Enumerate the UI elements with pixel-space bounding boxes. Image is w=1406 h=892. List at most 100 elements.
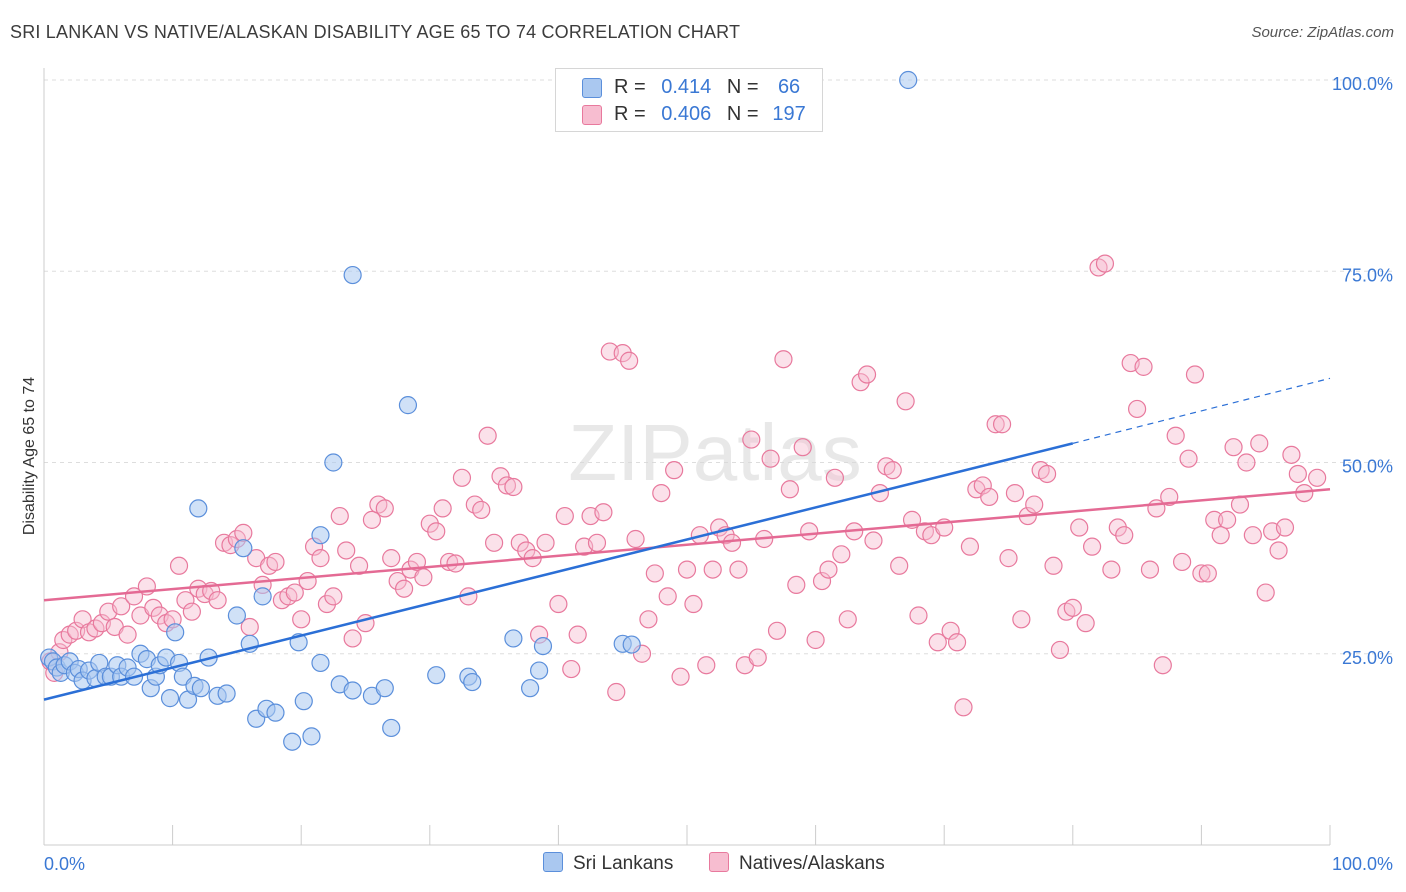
legend-n-label: N = [726,76,759,98]
data-point-natives-alaskans [1198,564,1217,583]
data-point-natives-alaskans [1050,640,1070,660]
tick-labels: 25.0% 50.0% 75.0% 100.0% 0.0% 100.0% [44,74,1393,874]
data-point-natives-alaskans [176,591,195,610]
x-tick-label: 100.0% [1332,854,1393,874]
legend-r-value: 0.406 [661,103,712,125]
data-point-natives-alaskans [478,426,497,445]
data-point-natives-alaskans [536,533,555,552]
data-point-natives-alaskans [362,510,382,529]
data-point-natives-alaskans [748,648,767,667]
data-point-natives-alaskans [298,571,317,591]
data-point-sri-lankans [160,689,180,708]
legend-n-value: 197 [772,103,806,125]
data-point-natives-alaskans [684,594,703,614]
data-point-natives-alaskans [472,500,491,520]
data-point-sri-lankans [622,635,641,654]
data-point-natives-alaskans [497,476,517,495]
data-point-natives-alaskans [658,587,677,606]
data-point-natives-alaskans [1037,464,1057,484]
correlation-legend: R = 0.414 N = 66 R = 0.406 N = 197 [555,68,823,132]
data-point-natives-alaskans [665,461,684,480]
data-point-natives-alaskans [793,438,812,457]
data-point-natives-alaskans [1237,453,1256,472]
data-point-natives-alaskans [1012,610,1031,629]
legend-r-label: R = [614,76,646,98]
data-point-natives-alaskans [1269,541,1288,560]
data-point-natives-alaskans [555,506,574,526]
legend-row-sri-lankans: R = 0.414 N = 66 [556,73,822,101]
data-point-natives-alaskans [330,506,349,526]
data-point-natives-alaskans [491,467,510,486]
data-point-sri-lankans [530,661,549,680]
data-point-natives-alaskans [292,610,311,629]
chart-title: SRI LANKAN VS NATIVE/ALASKAN DISABILITY … [10,22,741,42]
axes [43,68,1331,846]
data-point-natives-alaskans [896,392,915,411]
data-point-natives-alaskans [1192,564,1211,583]
data-point-sri-lankans [463,672,482,692]
data-point-natives-alaskans [1095,254,1115,273]
data-point-natives-alaskans [838,610,857,629]
data-point-natives-alaskans [1250,434,1269,453]
data-point-natives-alaskans [742,430,761,449]
data-point-sri-lankans [166,623,185,642]
legend-r-label: R = [614,103,646,125]
data-point-natives-alaskans [324,587,343,606]
data-point-natives-alaskans [645,564,664,583]
data-point-natives-alaskans [671,667,690,686]
legend-row-natives-alaskans: R = 0.406 N = 197 [556,100,822,128]
data-point-natives-alaskans [973,476,992,495]
data-point-natives-alaskans [1218,510,1237,529]
data-point-sri-lankans [234,539,253,558]
data-point-sri-lankans [343,265,362,285]
data-point-sri-lankans [189,499,208,518]
data-point-natives-alaskans [504,477,523,497]
data-point-sri-lankans [266,703,285,722]
y-tick-label: 75.0% [1342,265,1393,285]
data-point-natives-alaskans [607,682,626,702]
data-point-natives-alaskans [857,365,877,384]
watermark: ZIPatlas [568,408,861,497]
data-point-sri-lankans [311,653,330,673]
data-point-natives-alaskans [311,549,330,568]
data-point-natives-alaskans [1140,560,1160,579]
data-point-sri-lankans [427,666,446,685]
data-point-natives-alaskans [729,560,748,579]
trend-line-natives-alaskans [43,488,1331,602]
bottom-legend-sri-lankans: Sri Lankans [543,852,673,875]
data-point-natives-alaskans [549,594,568,614]
data-point-natives-alaskans [1076,614,1095,633]
data-point-sri-lankans [375,679,394,698]
data-point-natives-alaskans [1082,537,1102,556]
data-point-sri-lankans [343,681,362,700]
data-point-natives-alaskans [832,545,851,564]
data-point-natives-alaskans [722,533,742,552]
data-point-natives-alaskans [1205,510,1224,529]
data-point-natives-alaskans [1063,598,1082,617]
data-point-natives-alaskans [941,621,960,640]
data-point-natives-alaskans [806,630,825,650]
data-point-natives-alaskans [266,552,285,572]
legend-r-value: 0.414 [661,76,712,98]
data-point-natives-alaskans [999,549,1018,568]
data-point-natives-alaskans [800,522,819,541]
legend-n-label: N = [726,103,759,125]
data-point-natives-alaskans [928,633,947,652]
bottom-legend-label: Natives/Alaskans [739,853,885,874]
data-point-natives-alaskans [343,629,362,648]
data-point-natives-alaskans [182,602,201,621]
data-point-natives-alaskans [1005,484,1025,503]
data-point-natives-alaskans [1044,556,1063,575]
data-point-natives-alaskans [285,583,304,602]
data-point-natives-alaskans [639,610,658,629]
data-point-natives-alaskans [703,560,722,579]
data-point-natives-alaskans [1288,464,1307,484]
legend-n-value: 66 [777,76,801,98]
data-point-natives-alaskans [1166,426,1185,445]
data-point-sri-lankans [191,679,210,698]
data-point-natives-alaskans [1070,518,1089,537]
data-point-natives-alaskans [414,568,433,587]
data-point-natives-alaskans [587,533,607,552]
data-point-natives-alaskans [1224,438,1243,457]
